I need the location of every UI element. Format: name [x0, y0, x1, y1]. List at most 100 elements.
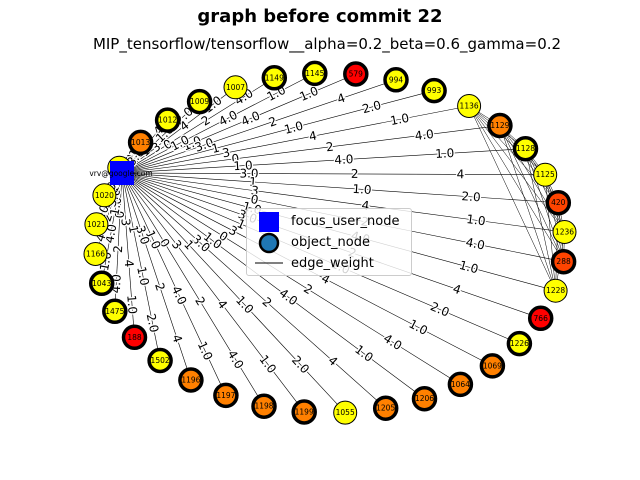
edge-weight-label: 4 [335, 91, 347, 107]
object-node: 1069 [479, 353, 506, 379]
object-node-circle [84, 212, 109, 237]
object-node-label: 1136 [460, 102, 479, 111]
edge-weight-label: 1.0 [435, 146, 455, 161]
edge-weight-label: 1.0 [256, 352, 279, 376]
edge-line [121, 77, 275, 174]
edge-weight-label: 1.0 [195, 339, 216, 362]
object-node-label: 1021 [87, 220, 106, 229]
edge-weight-label: 1.0 [352, 182, 372, 197]
object-node-label: 1012 [158, 116, 177, 125]
object-node: 1020 [92, 183, 117, 208]
edge-weight-label: 1 [249, 175, 258, 189]
edge-line [121, 148, 526, 174]
object-node-label: 1198 [254, 402, 273, 411]
edge-weight-label: 3 [221, 145, 231, 160]
object-node: 1055 [333, 400, 358, 425]
object-node-label: 1043 [92, 279, 111, 288]
edge-weight-label: 2 [199, 113, 213, 129]
edge-weight-label: 4.0 [334, 152, 354, 167]
object-node-label: 1055 [336, 408, 355, 417]
object-node-circle [545, 189, 572, 216]
object-node-label: 1199 [295, 408, 314, 417]
object-node-label: 420 [551, 198, 566, 207]
object-node: 1166 [83, 242, 108, 266]
edge-line [121, 125, 500, 174]
focus-square-icon [259, 212, 279, 232]
edge-line [121, 172, 227, 396]
object-node: 994 [383, 67, 409, 93]
legend-item-object: object_node [247, 232, 411, 254]
edge-weight-label: 4 [308, 129, 318, 144]
edge-weight-label: 2 [111, 245, 125, 253]
object-node-label: 1205 [376, 404, 395, 413]
object-node-circle [251, 393, 277, 419]
object-node-label: 1009 [190, 97, 209, 106]
object-node-label: 1166 [86, 250, 105, 259]
edge-weight-label: 4 [169, 333, 185, 345]
edge-line [499, 125, 556, 291]
object-node: 1129 [487, 112, 513, 139]
edge-line [121, 105, 470, 174]
object-node: 1125 [533, 162, 558, 187]
object-node: 1013 [127, 129, 154, 156]
legend-object-label: object_node [291, 235, 371, 250]
edge-line [121, 87, 236, 174]
object-node-circle [147, 347, 173, 374]
object-circle-icon [258, 232, 280, 254]
edge-line [555, 202, 559, 291]
edge-weight-label: 2 [325, 139, 334, 154]
edge-line [544, 174, 556, 291]
edge-line [468, 105, 559, 203]
edge-weight-label: 4 [325, 353, 340, 369]
object-node-circle [223, 75, 248, 100]
object-node: 1012 [154, 107, 181, 133]
object-node-label: 994 [389, 75, 404, 84]
object-node-circle [83, 242, 108, 266]
object-node-label: 1145 [305, 69, 324, 78]
object-node: 420 [545, 189, 572, 216]
object-node: 1206 [411, 385, 438, 412]
object-node-circle [102, 298, 128, 325]
object-node: 1149 [261, 65, 288, 91]
edge-weight-label: 4 [122, 259, 137, 268]
object-node-circle [127, 129, 154, 156]
edge-line [121, 172, 425, 399]
object-node: 1502 [147, 347, 173, 374]
edge-weight-label: 3.0 [239, 166, 258, 180]
object-node: 1198 [251, 393, 277, 419]
edge-weight-label: 4.0 [225, 348, 247, 372]
object-node: 1145 [302, 60, 328, 87]
object-node-circle [383, 67, 409, 93]
object-node-label: 1226 [510, 339, 529, 348]
object-node-circle [479, 353, 506, 379]
object-node-label: 1069 [483, 361, 502, 370]
edge-weight-label: 1.0 [134, 265, 152, 287]
object-node-circle [154, 107, 181, 133]
edge-weight-label: 2.0 [289, 353, 312, 377]
edge-weight-label: 4.0 [465, 235, 486, 252]
object-node: 1128 [512, 135, 539, 162]
edge-weight-label: 1.0 [283, 118, 305, 136]
object-node: 1197 [213, 382, 239, 409]
edge-line [121, 73, 356, 174]
object-node-circle [457, 94, 482, 118]
object-node-circle [92, 183, 117, 208]
object-node-circle [527, 305, 554, 332]
object-node-label: 1197 [216, 391, 235, 400]
object-node: 1064 [447, 371, 474, 398]
edge-weight-label: 1.0 [389, 111, 410, 128]
object-node-label: 1475 [105, 307, 124, 316]
edge-weight-label: 4.0 [216, 108, 239, 129]
object-node-circle [550, 248, 577, 275]
edge-weight-label: 3 [250, 183, 259, 198]
object-node: 993 [421, 77, 447, 104]
edge-weight-label: 4 [214, 297, 230, 312]
object-node-circle [213, 382, 239, 409]
edge-weight-label: 2.0 [461, 189, 481, 204]
object-node-label: 1228 [546, 286, 565, 295]
object-node: 1007 [223, 75, 248, 100]
object-node-circle [186, 88, 213, 115]
object-node-circle [343, 61, 369, 87]
edge-line [121, 172, 346, 413]
object-node-label: 1064 [451, 380, 470, 389]
